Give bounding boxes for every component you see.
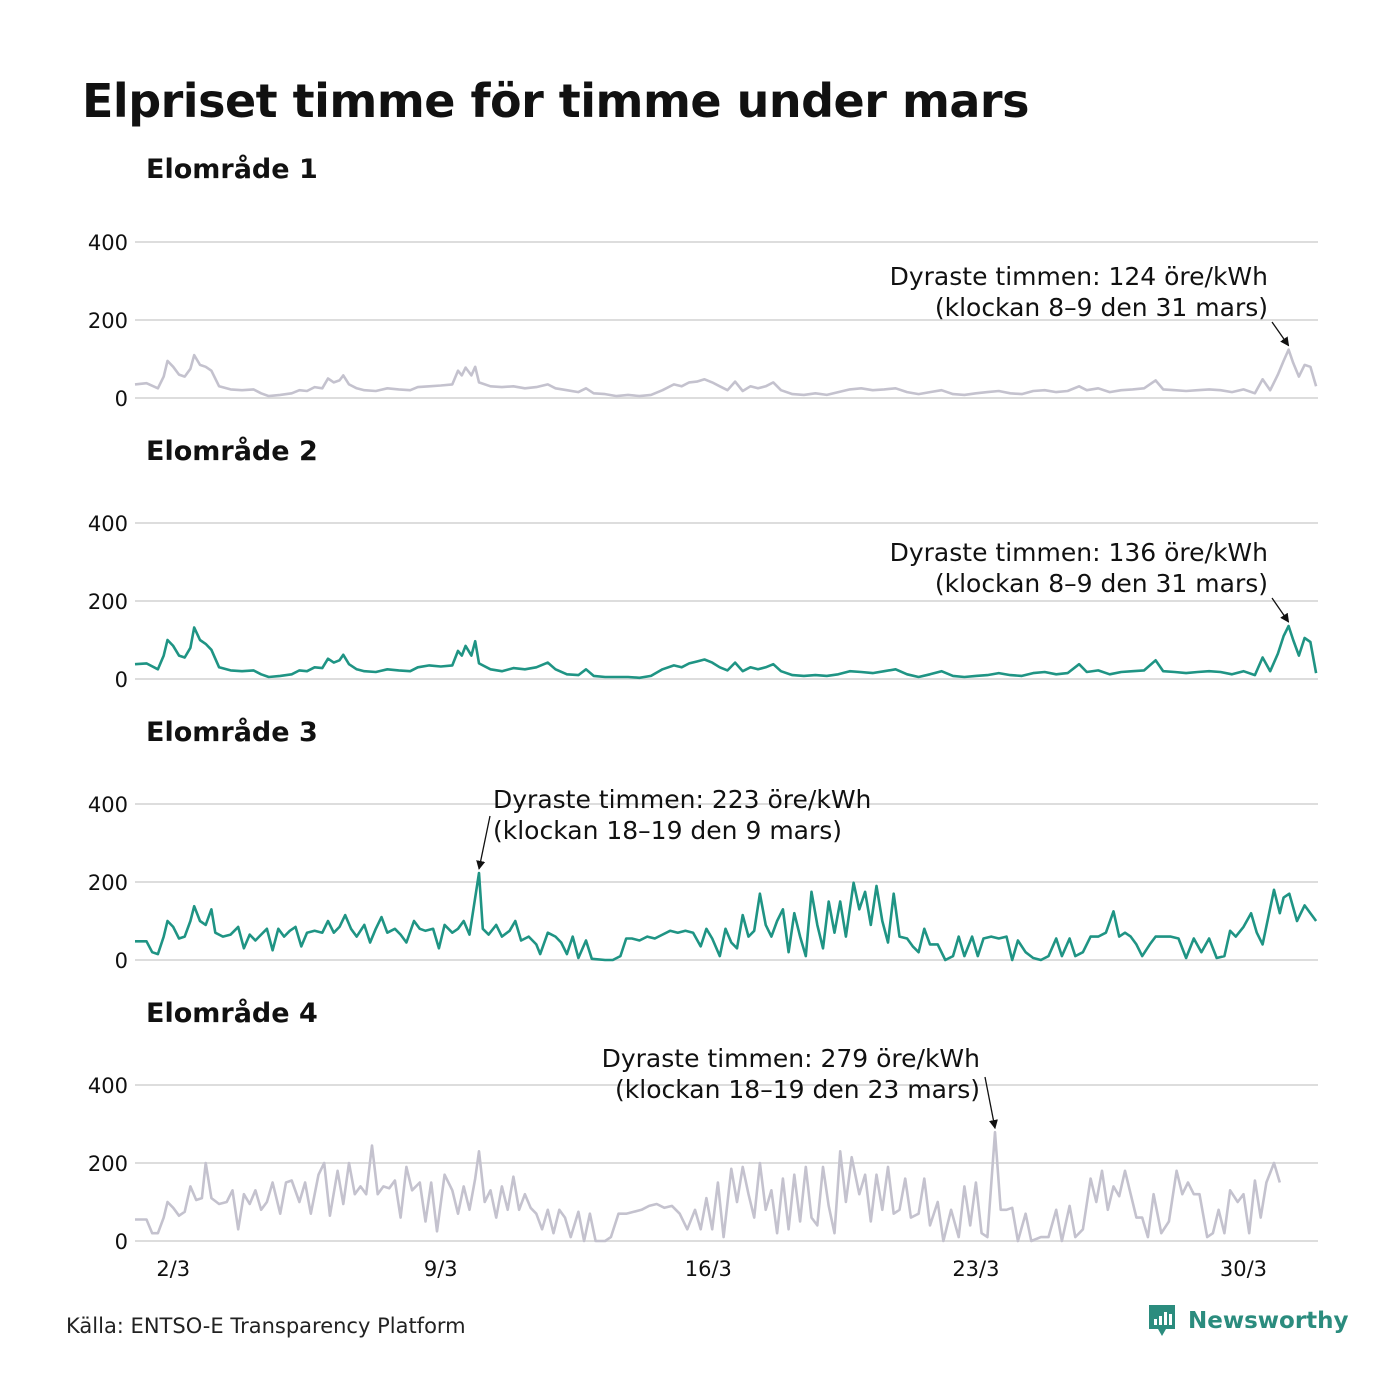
panel-title-4: Elområde 4 [146, 997, 318, 1029]
y-tick-label-1-200: 200 [88, 309, 128, 333]
newsworthy-logo-text: Newsworthy [1188, 1308, 1349, 1334]
y-tick-label-4-200: 200 [88, 1152, 128, 1176]
source-note: Källa: ENTSO-E Transparency Platform [66, 1314, 466, 1338]
annotation-line2-3: (klockan 18–19 den 9 mars) [493, 816, 842, 845]
y-tick-label-3-0: 0 [115, 949, 128, 973]
x-tick-label-23-3: 23/3 [952, 1257, 999, 1281]
annotation-arrow-4 [984, 1076, 998, 1130]
y-tick-label-1-400: 400 [88, 231, 128, 255]
annotation-line1-4: Dyraste timmen: 279 öre/kWh [602, 1044, 980, 1073]
annotation-line1-3: Dyraste timmen: 223 öre/kWh [493, 785, 871, 814]
y-tick-label-1-0: 0 [115, 387, 128, 411]
newsworthy-logo[interactable]: Newsworthy [1146, 1303, 1349, 1339]
chart-title: Elpriset timme för timme under mars [82, 74, 1030, 128]
y-tick-label-3-200: 200 [88, 871, 128, 895]
annotation-line2-1: (klockan 8–9 den 31 mars) [935, 293, 1268, 322]
y-tick-label-2-0: 0 [115, 668, 128, 692]
y-tick-label-4-400: 400 [88, 1074, 128, 1098]
price-series-line-2 [134, 624, 1318, 680]
price-series-line-3 [135, 871, 1318, 962]
x-tick-label-16-3: 16/3 [685, 1257, 732, 1281]
panel-title-2: Elområde 2 [146, 435, 318, 467]
annotation-line1-2: Dyraste timmen: 136 öre/kWh [890, 538, 1268, 567]
annotation-line2-2: (klockan 8–9 den 31 mars) [935, 569, 1268, 598]
price-series-line-4 [135, 1130, 1282, 1243]
newsworthy-logo-icon [1149, 1305, 1175, 1336]
annotation-line2-4: (klockan 18–19 den 23 mars) [615, 1075, 980, 1104]
price-series-line-1 [134, 348, 1318, 398]
x-tick-label-30-3: 30/3 [1220, 1257, 1267, 1281]
y-tick-label-4-0: 0 [115, 1230, 128, 1254]
annotation-arrow-2 [1271, 597, 1290, 623]
panel-title-1: Elområde 1 [146, 153, 318, 185]
annotation-line1-1: Dyraste timmen: 124 öre/kWh [890, 262, 1268, 291]
x-tick-label-2-3: 2/3 [156, 1257, 190, 1281]
annotation-arrow-1 [1271, 321, 1290, 347]
y-tick-label-2-400: 400 [88, 512, 128, 536]
panel-title-3: Elområde 3 [146, 716, 318, 748]
y-tick-label-2-200: 200 [88, 590, 128, 614]
annotation-arrow-3 [476, 815, 491, 870]
x-tick-label-9-3: 9/3 [424, 1257, 458, 1281]
y-tick-label-3-400: 400 [88, 793, 128, 817]
